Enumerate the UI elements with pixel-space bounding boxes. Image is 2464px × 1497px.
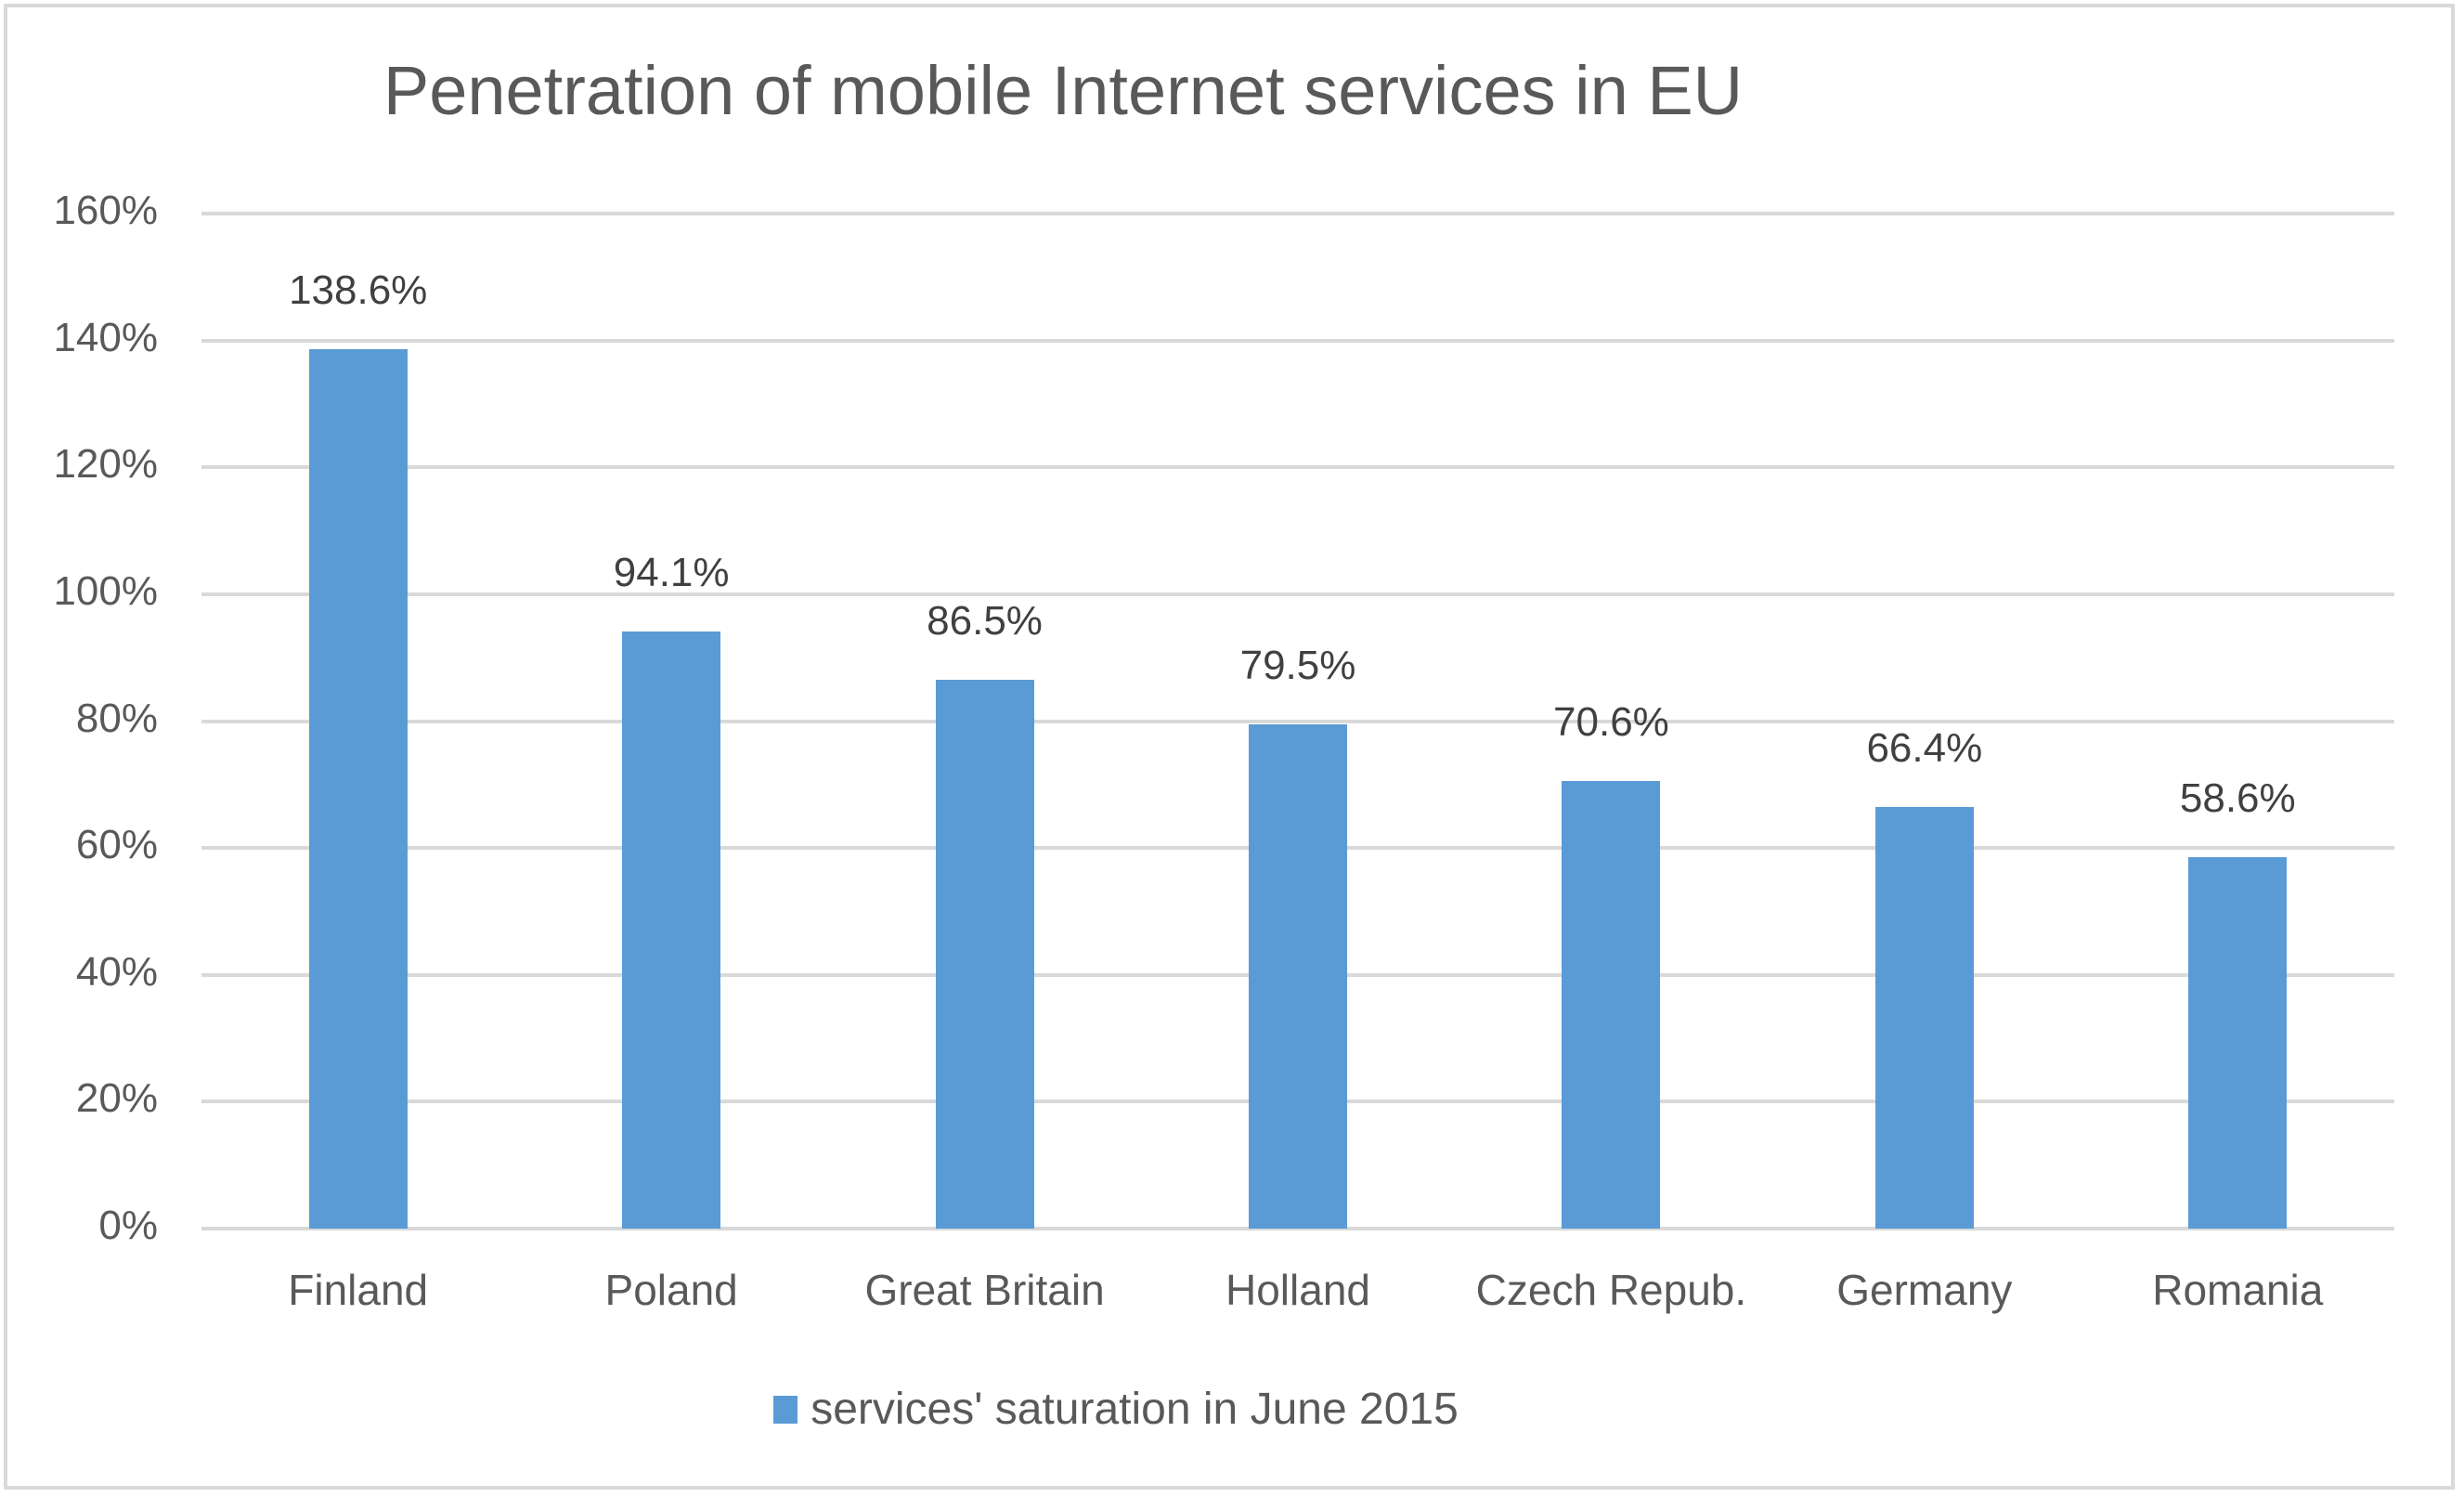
data-label: 86.5% xyxy=(927,598,1043,644)
y-tick-label: 80% xyxy=(75,695,158,741)
y-tick-label: 120% xyxy=(53,441,158,488)
gridline xyxy=(201,719,2394,723)
bar[interactable] xyxy=(1249,723,1347,1229)
legend-label: services' saturation in June 2015 xyxy=(811,1385,1459,1434)
legend: services' saturation in June 2015 xyxy=(0,1384,2464,1435)
data-label: 79.5% xyxy=(1239,642,1356,688)
data-label: 138.6% xyxy=(289,267,428,314)
y-tick-label: 40% xyxy=(75,948,158,995)
x-tick-label: Czech Repub. xyxy=(1475,1266,1747,1314)
gridline xyxy=(201,465,2394,470)
bar[interactable] xyxy=(308,349,408,1229)
y-tick-label: 60% xyxy=(75,822,158,868)
x-tick-label: Poland xyxy=(604,1266,738,1314)
data-label: 70.6% xyxy=(1553,698,1669,745)
x-tick-label: Romania xyxy=(2152,1266,2324,1314)
bar[interactable] xyxy=(1874,807,1974,1229)
bar[interactable] xyxy=(1562,780,1661,1229)
data-label: 94.1% xyxy=(613,550,730,596)
x-tick-label: Holland xyxy=(1226,1266,1370,1314)
x-tick-label: Germany xyxy=(1836,1266,2013,1314)
data-label: 66.4% xyxy=(1866,725,1983,772)
y-tick-label: 0% xyxy=(98,1203,158,1248)
y-tick-label: 140% xyxy=(53,314,158,360)
gridline xyxy=(201,212,2394,215)
bar[interactable] xyxy=(622,631,721,1229)
chart-title: Penetration of mobile Internet services … xyxy=(383,52,1744,129)
gridline xyxy=(201,338,2394,343)
gridline xyxy=(201,1227,2394,1230)
legend-swatch-icon xyxy=(773,1395,798,1424)
bar[interactable] xyxy=(2188,856,2288,1229)
x-tick-label: Great Britain xyxy=(864,1266,1105,1314)
plot-area: 138.6% 94.1% 86.5% 79.5% 70.6% 66.4% 58.6% xyxy=(201,212,2394,1230)
gridline xyxy=(201,592,2394,596)
chart-frame xyxy=(4,4,2455,1490)
bar[interactable] xyxy=(935,680,1034,1229)
y-tick-label: 160% xyxy=(53,188,158,233)
data-label: 58.6% xyxy=(2179,775,2296,821)
y-tick-label: 20% xyxy=(75,1075,158,1122)
x-tick-label: Finland xyxy=(288,1266,429,1314)
y-tick-label: 100% xyxy=(53,567,158,614)
